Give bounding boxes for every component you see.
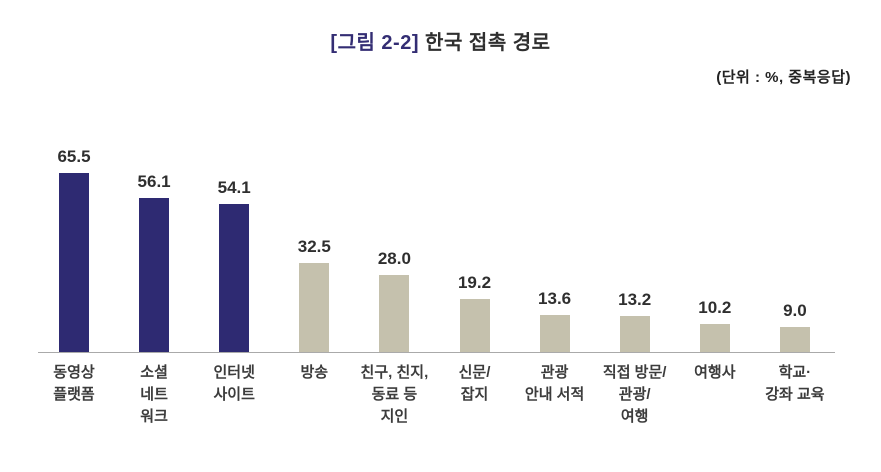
bar xyxy=(379,275,410,352)
category-label: 친구, 친지, 동료 등 지인 xyxy=(360,364,429,425)
bar xyxy=(619,316,650,352)
bar-value-label: 19.2 xyxy=(457,273,492,292)
bar-value-label: 65.5 xyxy=(57,147,91,166)
category-label: 학교· 강좌 교육 xyxy=(765,364,825,403)
category-label: 직접 방문/ 관광/ 여행 xyxy=(602,364,667,425)
bar xyxy=(299,263,330,352)
chart-title-text: 한국 접촉 경로 xyxy=(419,32,551,54)
chart-title: [그림 2-2] 한국 접촉 경로 xyxy=(0,26,881,55)
bar-value-label: 13.6 xyxy=(538,289,572,308)
bar-value-label: 28.0 xyxy=(377,249,411,268)
bar xyxy=(219,204,250,352)
bar xyxy=(539,315,570,352)
category-label: 신문/ 잡지 xyxy=(458,364,491,403)
bar xyxy=(779,327,810,352)
category-label: 방송 xyxy=(300,364,329,381)
chart-title-figure-number: [그림 2-2] xyxy=(330,32,419,54)
bar-value-label: 54.1 xyxy=(217,178,251,197)
bar xyxy=(459,299,490,352)
category-label: 여행사 xyxy=(694,364,736,381)
bar-value-label: 13.2 xyxy=(618,290,652,309)
bar xyxy=(59,173,89,352)
category-label: 관광 안내 서적 xyxy=(524,364,585,403)
unit-note: (단위 : %, 중복응답) xyxy=(716,69,851,86)
bar-value-label: 10.2 xyxy=(698,298,732,317)
bar xyxy=(699,324,730,352)
x-axis-line xyxy=(38,352,835,353)
category-label: 동영상 플랫폼 xyxy=(53,364,95,403)
bar-value-label: 32.5 xyxy=(297,237,331,256)
bar-value-label: 56.1 xyxy=(137,172,171,191)
bar-value-label: 9.0 xyxy=(783,301,807,320)
bar xyxy=(139,198,170,352)
category-label: 소셜 네트 워크 xyxy=(140,364,168,425)
category-label: 인터넷 사이트 xyxy=(213,364,255,403)
